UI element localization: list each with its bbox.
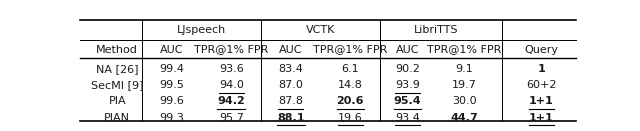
Text: SecMI [9]: SecMI [9] bbox=[91, 80, 143, 90]
Text: TPR@1% FPR: TPR@1% FPR bbox=[313, 45, 387, 54]
Text: 93.4: 93.4 bbox=[395, 113, 420, 123]
Text: 87.0: 87.0 bbox=[278, 80, 303, 90]
Text: 6.1: 6.1 bbox=[342, 64, 359, 74]
Text: 44.7: 44.7 bbox=[451, 113, 478, 123]
Text: 88.1: 88.1 bbox=[277, 113, 305, 123]
Text: 1: 1 bbox=[538, 64, 545, 74]
Text: 94.2: 94.2 bbox=[218, 96, 245, 107]
Text: 94.0: 94.0 bbox=[219, 80, 244, 90]
Text: VCTK: VCTK bbox=[306, 25, 335, 35]
Text: PIAN: PIAN bbox=[104, 113, 130, 123]
Text: 1+1: 1+1 bbox=[529, 96, 554, 107]
Text: NA [26]: NA [26] bbox=[96, 64, 138, 74]
Text: 19.6: 19.6 bbox=[338, 113, 363, 123]
Text: 95.4: 95.4 bbox=[394, 96, 421, 107]
Text: Query: Query bbox=[524, 45, 558, 54]
Text: 90.2: 90.2 bbox=[395, 64, 420, 74]
Text: 95.7: 95.7 bbox=[219, 113, 244, 123]
Text: AUC: AUC bbox=[396, 45, 419, 54]
Text: 1+1: 1+1 bbox=[529, 113, 554, 123]
Text: 20.6: 20.6 bbox=[337, 96, 364, 107]
Text: 83.4: 83.4 bbox=[278, 64, 303, 74]
Text: 99.3: 99.3 bbox=[159, 113, 184, 123]
Text: AUC: AUC bbox=[279, 45, 303, 54]
Text: LJspeech: LJspeech bbox=[177, 25, 226, 35]
Text: LibriTTS: LibriTTS bbox=[414, 25, 458, 35]
Text: 30.0: 30.0 bbox=[452, 96, 477, 107]
Text: 93.6: 93.6 bbox=[219, 64, 244, 74]
Text: 99.6: 99.6 bbox=[159, 96, 184, 107]
Text: 14.8: 14.8 bbox=[338, 80, 363, 90]
Text: AUC: AUC bbox=[160, 45, 184, 54]
Text: 93.9: 93.9 bbox=[395, 80, 420, 90]
Text: 99.5: 99.5 bbox=[159, 80, 184, 90]
Text: 19.7: 19.7 bbox=[452, 80, 477, 90]
Text: 87.8: 87.8 bbox=[278, 96, 303, 107]
Text: Method: Method bbox=[96, 45, 138, 54]
Text: 60+2: 60+2 bbox=[526, 80, 557, 90]
Text: TPR@1% FPR: TPR@1% FPR bbox=[428, 45, 502, 54]
Text: PIA: PIA bbox=[108, 96, 126, 107]
Text: TPR@1% FPR: TPR@1% FPR bbox=[194, 45, 268, 54]
Text: 9.1: 9.1 bbox=[456, 64, 473, 74]
Text: 99.4: 99.4 bbox=[159, 64, 184, 74]
